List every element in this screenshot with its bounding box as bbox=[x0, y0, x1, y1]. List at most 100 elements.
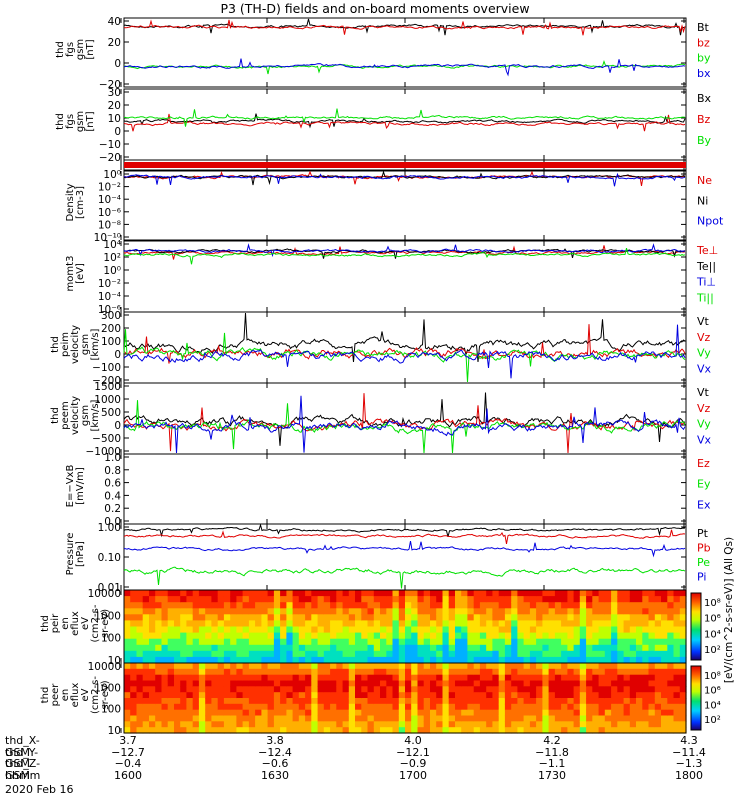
heatmap-cell bbox=[142, 709, 150, 717]
heatmap-cell bbox=[367, 692, 375, 699]
heatmap-cell bbox=[461, 674, 468, 682]
heatmap-cell bbox=[355, 632, 362, 640]
heatmap-cell bbox=[330, 709, 337, 717]
heatmap-cell bbox=[642, 602, 650, 609]
heatmap-cell bbox=[205, 590, 212, 597]
heatmap-cell bbox=[617, 663, 625, 670]
heatmap-cell bbox=[523, 590, 531, 597]
heatmap-cell bbox=[467, 709, 475, 717]
heatmap-cell bbox=[298, 602, 306, 609]
heatmap-cell bbox=[448, 686, 456, 693]
heatmap-cell bbox=[192, 715, 200, 722]
heatmap-cell bbox=[529, 663, 537, 670]
heatmap-cell bbox=[486, 656, 493, 664]
heatmap-cell bbox=[573, 614, 581, 621]
heatmap-cell bbox=[317, 656, 325, 664]
heatmap-cell bbox=[380, 692, 387, 699]
heatmap-cell bbox=[230, 698, 237, 705]
heatmap-cell bbox=[373, 674, 381, 682]
heatmap-cell bbox=[661, 656, 668, 664]
heatmap-cell bbox=[398, 680, 406, 687]
heatmap-cell bbox=[586, 590, 593, 597]
heatmap-cell bbox=[355, 656, 362, 664]
heatmap-cell bbox=[554, 727, 562, 734]
heatmap-cell bbox=[286, 703, 294, 711]
heatmap-cell bbox=[473, 620, 481, 628]
heatmap-cell bbox=[567, 698, 575, 705]
heatmap-cell bbox=[323, 680, 331, 687]
heatmap-cell bbox=[130, 596, 137, 603]
heatmap-cell bbox=[361, 638, 369, 646]
y-axis-label: [eV] bbox=[75, 263, 86, 284]
heatmap-cell bbox=[436, 632, 443, 640]
heatmap-cell bbox=[636, 632, 643, 640]
heatmap-cell bbox=[186, 620, 194, 628]
heatmap-cell bbox=[167, 590, 175, 597]
y-tick-label: 0.2 bbox=[104, 503, 121, 515]
footer-val: −0.6 bbox=[261, 757, 289, 770]
heatmap-cell bbox=[473, 596, 481, 603]
heatmap-cell bbox=[467, 663, 475, 670]
heatmap-cell bbox=[305, 703, 312, 711]
heatmap-cell bbox=[205, 614, 212, 621]
heatmap-cell bbox=[280, 727, 287, 734]
heatmap-cell bbox=[611, 703, 618, 711]
series-line-pi bbox=[123, 541, 686, 558]
heatmap-cell bbox=[467, 727, 475, 734]
heatmap-cell bbox=[573, 698, 581, 705]
heatmap-cell bbox=[592, 614, 600, 621]
heatmap-cell bbox=[248, 663, 256, 670]
heatmap-cell bbox=[536, 703, 543, 711]
heatmap-cell bbox=[586, 620, 593, 628]
heatmap-cell bbox=[217, 703, 225, 711]
heatmap-cell bbox=[411, 663, 418, 670]
heatmap-cell bbox=[642, 680, 650, 687]
heatmap-cell bbox=[529, 703, 537, 711]
heatmap-cell bbox=[255, 656, 262, 664]
heatmap-cell bbox=[317, 638, 325, 646]
heatmap-cell bbox=[223, 674, 231, 682]
heatmap-cell bbox=[136, 614, 144, 621]
heatmap-cell bbox=[342, 715, 350, 722]
heatmap-cell bbox=[180, 644, 187, 652]
heatmap-cell bbox=[467, 715, 475, 722]
heatmap-cell bbox=[517, 596, 525, 603]
heatmap-cell bbox=[186, 590, 194, 597]
heatmap-cell bbox=[654, 663, 662, 670]
heatmap-cell bbox=[330, 721, 337, 728]
heatmap-cell bbox=[174, 663, 181, 670]
heatmap-cell bbox=[230, 632, 237, 640]
heatmap-cell bbox=[217, 638, 225, 646]
heatmap-cell bbox=[629, 715, 637, 722]
heatmap-cell bbox=[492, 703, 500, 711]
heatmap-cell bbox=[217, 620, 225, 628]
footer-val: 4.3 bbox=[680, 734, 698, 747]
heatmap-cell bbox=[248, 632, 256, 640]
heatmap-cell bbox=[523, 709, 531, 717]
heatmap-cell bbox=[186, 709, 194, 717]
heatmap-cell bbox=[267, 602, 275, 609]
heatmap-cell bbox=[423, 703, 431, 711]
heatmap-cell bbox=[542, 680, 550, 687]
heatmap-cell bbox=[554, 638, 562, 646]
heatmap-cell bbox=[592, 692, 600, 699]
y-axis-label: Pressure bbox=[65, 533, 76, 576]
heatmap-cell bbox=[611, 638, 618, 646]
heatmap-cell bbox=[486, 638, 493, 646]
heatmap-cell bbox=[280, 674, 287, 682]
heatmap-cell bbox=[198, 644, 206, 652]
heatmap-cell bbox=[486, 668, 493, 676]
heatmap-cell bbox=[511, 590, 518, 597]
heatmap-cell bbox=[461, 650, 468, 658]
heatmap-cell bbox=[149, 656, 156, 664]
y-axis-label: [nT] bbox=[85, 111, 96, 131]
heatmap-cell bbox=[523, 650, 531, 658]
heatmap-cell bbox=[411, 650, 418, 658]
heatmap-cell bbox=[455, 715, 462, 722]
heatmap-cell bbox=[242, 644, 250, 652]
heatmap-cell bbox=[623, 638, 631, 646]
heatmap-cell bbox=[342, 590, 350, 597]
heatmap-cell bbox=[124, 674, 131, 682]
footer-val: −11.4 bbox=[672, 745, 706, 759]
heatmap-cell bbox=[230, 590, 237, 597]
